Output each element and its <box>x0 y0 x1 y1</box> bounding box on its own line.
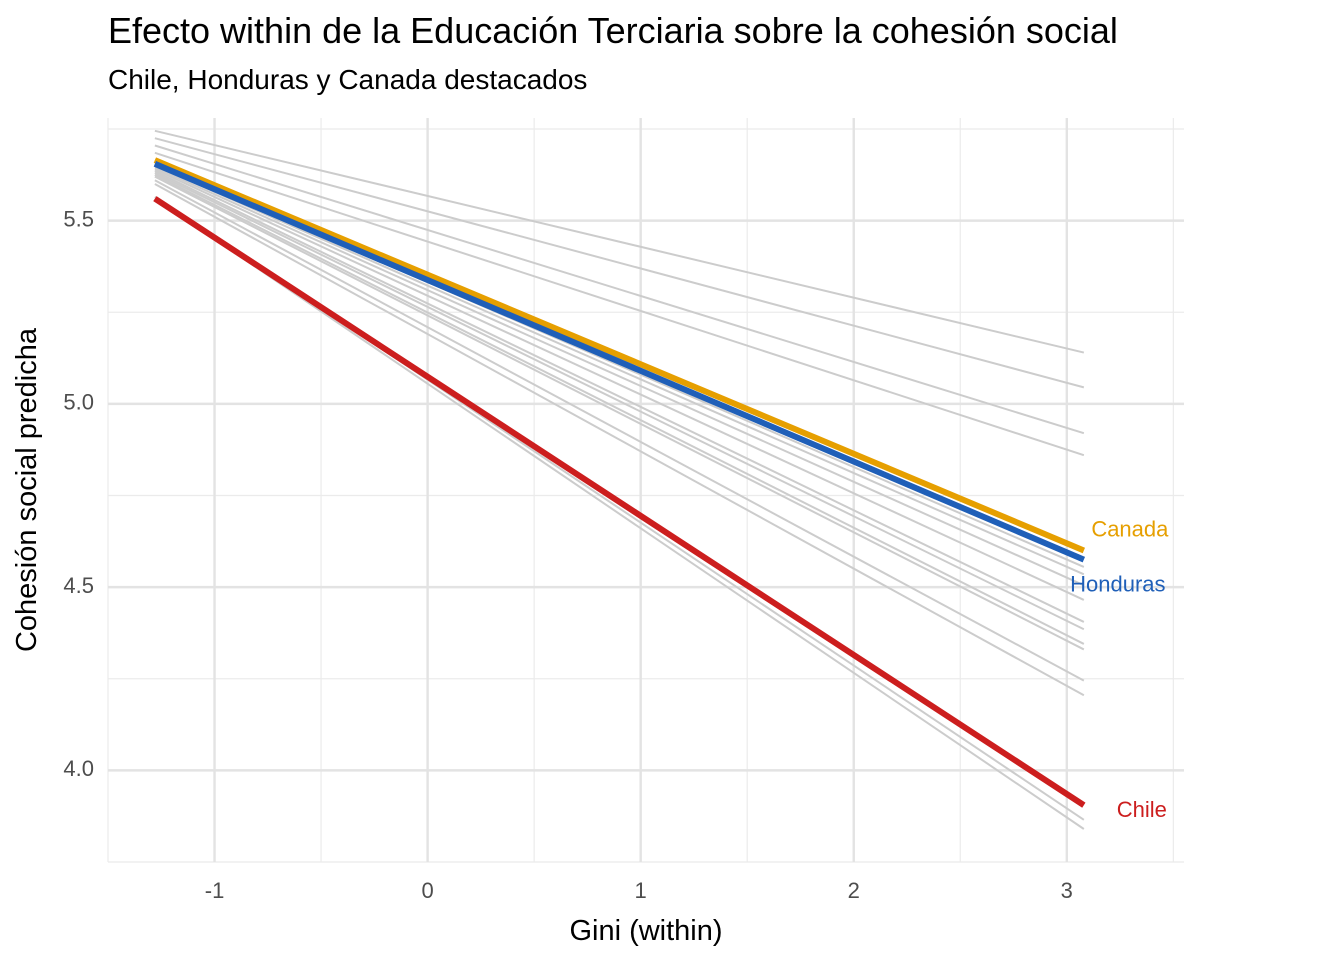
y-tick-label: 4.5 <box>63 573 94 598</box>
minor-grid <box>107 118 1184 863</box>
y-axis-ticks: 4.0 4.5 5.0 5.5 <box>63 206 94 781</box>
y-axis-label: Cohesión social predicha <box>11 327 43 652</box>
background-series-line <box>154 129 1085 354</box>
background-series-line <box>154 179 1085 682</box>
x-tick-label: -1 <box>205 878 225 903</box>
background-series-line <box>154 183 1085 697</box>
background-series-line <box>154 173 1085 645</box>
x-axis-label: Gini (within) <box>569 915 722 947</box>
background-series-line <box>154 144 1085 435</box>
background-series-line <box>154 168 1085 601</box>
x-axis-ticks: -1 0 1 2 3 <box>205 878 1073 903</box>
series-line-chile <box>153 196 1086 808</box>
series-label-chile: Chile <box>1117 797 1167 822</box>
background-series-line <box>154 175 1085 651</box>
y-tick-label: 4.0 <box>63 756 94 781</box>
background-series-line <box>154 164 1085 576</box>
series-line-canada <box>153 157 1086 554</box>
background-series-line <box>154 166 1085 587</box>
x-tick-label: 0 <box>421 878 433 903</box>
y-tick-label: 5.5 <box>63 206 94 231</box>
background-series-line <box>154 137 1085 389</box>
series-label-honduras: Honduras <box>1070 571 1165 596</box>
series-labels: Canada Honduras Chile <box>1070 516 1169 822</box>
background-series-line <box>154 151 1085 457</box>
x-tick-label: 2 <box>848 878 860 903</box>
background-series-line <box>154 170 1085 623</box>
background-series-line <box>154 197 1085 830</box>
highlighted-series-lines <box>153 157 1086 808</box>
chart-subtitle: Chile, Honduras y Canada destacados <box>108 64 588 95</box>
series-label-canada: Canada <box>1091 516 1169 541</box>
chart-title: Efecto within de la Educación Terciaria … <box>108 10 1118 51</box>
background-series-line <box>154 172 1085 631</box>
series-line-honduras <box>153 161 1086 563</box>
x-tick-label: 3 <box>1061 878 1073 903</box>
y-tick-label: 5.0 <box>63 390 94 415</box>
x-tick-label: 1 <box>635 878 647 903</box>
background-series-lines <box>154 129 1085 830</box>
